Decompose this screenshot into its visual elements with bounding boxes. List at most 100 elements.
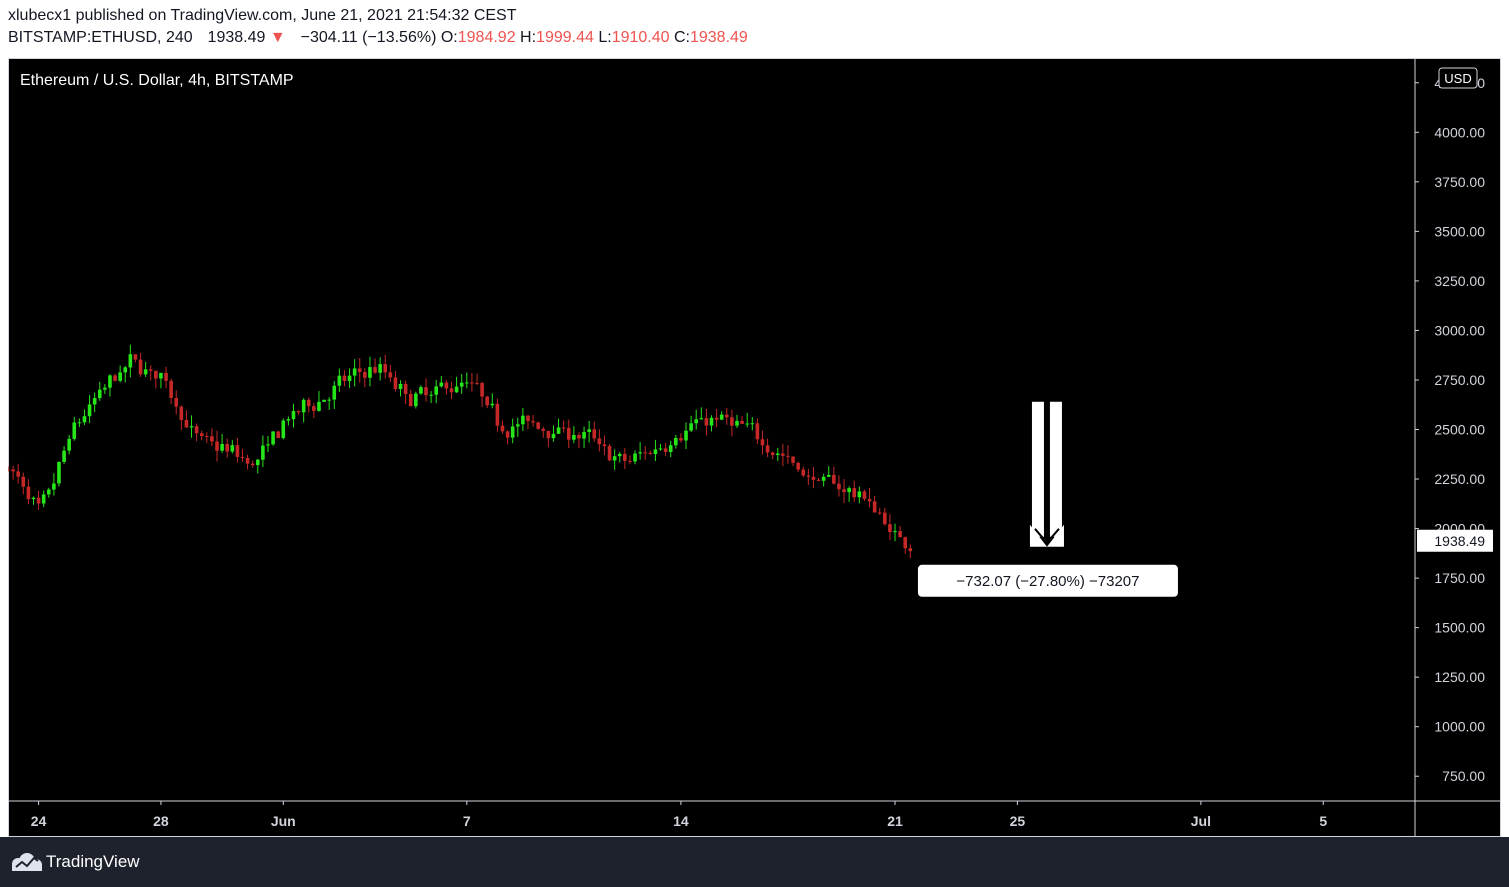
- candle-body: [883, 512, 887, 525]
- candle-body: [582, 431, 586, 439]
- price-axis[interactable]: 750.001000.001250.001500.001750.002000.0…: [1415, 75, 1493, 784]
- symbol-info-line: BITSTAMP:ETHUSD, 240 1938.49 ▼ −304.11 (…: [8, 29, 748, 47]
- candle-body: [500, 425, 505, 432]
- candle-body: [179, 406, 184, 420]
- candle-body: [398, 383, 403, 389]
- candle-body: [454, 386, 459, 393]
- candle-body: [551, 433, 556, 439]
- candle-body: [286, 419, 291, 421]
- candle-body: [505, 431, 510, 438]
- price-tick-label: 2500.00: [1434, 422, 1485, 438]
- price-tick-label: 2250.00: [1434, 471, 1485, 487]
- candle-body: [444, 382, 449, 389]
- candle-body: [531, 421, 535, 423]
- price-tick-label: 2750.00: [1434, 372, 1485, 388]
- candle-body: [388, 372, 393, 378]
- candle-body: [21, 476, 26, 487]
- candle-body: [694, 419, 699, 424]
- candle-body: [154, 370, 158, 379]
- candle-body: [653, 449, 658, 455]
- candle-body: [429, 394, 433, 396]
- candle-body: [205, 436, 209, 438]
- candle-body: [296, 411, 301, 413]
- candle-body: [347, 375, 352, 381]
- time-tick-label: 24: [31, 813, 47, 829]
- candle-body: [189, 426, 194, 428]
- currency-button[interactable]: USD: [1438, 67, 1478, 89]
- candle-body: [403, 383, 408, 394]
- time-tick-label: 25: [1010, 813, 1026, 829]
- time-tick-label: Jul: [1191, 813, 1211, 829]
- candle-body: [495, 403, 500, 426]
- tradingview-logo-icon[interactable]: [10, 852, 44, 874]
- price-change: −304.11 (−13.56%): [300, 29, 437, 46]
- candle-body: [383, 364, 388, 373]
- candle-body: [230, 445, 235, 452]
- price-tick-label: 3750.00: [1434, 174, 1485, 190]
- candle-body: [255, 459, 260, 466]
- candle-body: [668, 445, 673, 453]
- candle-body: [143, 369, 148, 375]
- candle-body: [638, 452, 642, 454]
- candle-body: [368, 367, 372, 378]
- candle-body: [704, 418, 709, 426]
- candle-body: [210, 436, 214, 442]
- candle-body: [8, 469, 10, 471]
- last-price: 1938.49: [207, 29, 266, 46]
- candle-body: [357, 368, 362, 373]
- candle-body: [658, 448, 663, 450]
- candle-body: [821, 476, 826, 481]
- price-tick-label: 1000.00: [1434, 719, 1485, 735]
- candle-body: [837, 483, 841, 490]
- candle-body: [184, 419, 189, 428]
- candle-body: [877, 512, 882, 514]
- price-tick-label: 3250.00: [1434, 273, 1485, 289]
- tradingview-brand[interactable]: TradingView: [46, 852, 140, 871]
- chart-frame: [8, 58, 1501, 837]
- candle-body: [306, 399, 311, 407]
- candle-body: [786, 455, 790, 457]
- time-axis[interactable]: 24 28 Jun 7 14 21 25 Jul 5: [31, 801, 1328, 829]
- candle-body: [607, 446, 612, 461]
- candle-body: [541, 428, 546, 431]
- measure-drawing[interactable]: −732.07 (−27.80%) −73207: [917, 401, 1178, 597]
- candle-body: [826, 474, 831, 477]
- candle-body: [816, 479, 821, 481]
- candle-body: [434, 386, 439, 395]
- price-tick-label: 750.00: [1442, 768, 1485, 784]
- candle-body: [245, 457, 250, 464]
- footer-bar: [0, 837, 1509, 887]
- arrow-shaft-left: [1031, 401, 1044, 537]
- price-tick-label: 4000.00: [1434, 124, 1485, 140]
- candle-body: [271, 431, 275, 445]
- candle-body: [327, 399, 331, 401]
- candle-body: [684, 430, 688, 441]
- candle-body: [515, 424, 520, 427]
- candle-body: [449, 388, 454, 393]
- candle-body: [760, 439, 765, 446]
- candle-body: [419, 387, 423, 394]
- price-tick-label: 1500.00: [1434, 620, 1485, 636]
- last-price-label: 1938.49: [1434, 533, 1485, 549]
- candle-body: [832, 474, 836, 484]
- candle-body: [118, 372, 122, 381]
- arrow-head-detail: [1034, 528, 1060, 545]
- candle-body: [363, 372, 367, 378]
- candle-body: [77, 422, 82, 424]
- candle-body: [26, 486, 31, 500]
- candle-body: [261, 445, 265, 460]
- candle-body: [903, 537, 908, 549]
- candle-body: [199, 433, 204, 437]
- open-label: O:: [440, 29, 458, 46]
- candle-body: [842, 489, 846, 493]
- candle-body: [31, 497, 36, 500]
- candle-body: [561, 427, 566, 429]
- candle-body: [872, 501, 877, 513]
- candle-body: [546, 430, 551, 439]
- candle-body: [322, 399, 326, 402]
- candle-body: [128, 354, 133, 368]
- candle-body: [806, 475, 811, 477]
- candle-body: [745, 423, 749, 425]
- price-chart[interactable]: 750.001000.001250.001500.001750.002000.0…: [8, 58, 1501, 837]
- candle-body: [898, 531, 902, 538]
